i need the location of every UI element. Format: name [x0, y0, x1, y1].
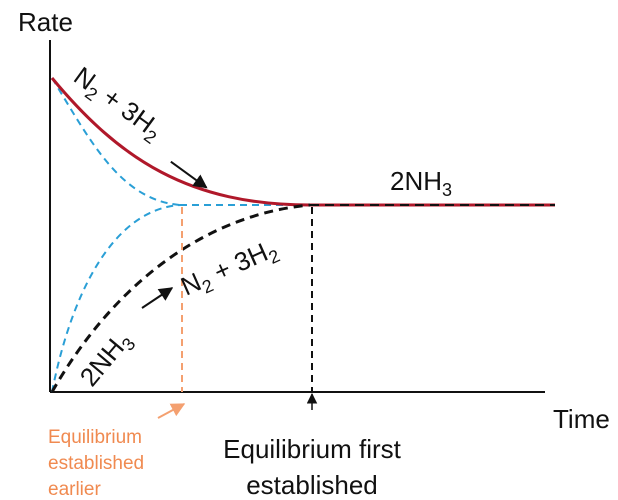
x-axis-label: Time: [553, 404, 610, 434]
catalyzed-forward-curve: [51, 77, 181, 206]
equilibrium-note: established: [246, 470, 378, 500]
reverse-reactant: 2NH3: [74, 325, 140, 394]
forward-rate-curve: [50, 77, 555, 207]
catalyzed-note: earlier: [48, 479, 101, 500]
reverse-reactant-label: 2NH3: [74, 325, 140, 394]
reverse-product: N2 + 3H2: [176, 233, 283, 305]
reverse-arrow: [141, 287, 174, 309]
forward-label: N2 + 3H2: [66, 61, 208, 189]
forward-arrow: [170, 160, 208, 189]
y-axis-label: Rate: [18, 7, 73, 37]
reverse-rate-curve: [50, 203, 311, 393]
catalyzed-reverse-curve: [51, 204, 181, 393]
catalyzed-note: Equilibrium: [48, 427, 142, 448]
forward-reaction: N2 + 3H2: [66, 61, 168, 148]
catalyzed-arrow: [157, 403, 186, 419]
equilibrium-note: Equilibrium first: [223, 434, 401, 464]
reverse-product-label: N2 + 3H2: [176, 233, 283, 305]
catalyzed-note: established: [48, 453, 144, 474]
equilibrium-product: 2NH3: [390, 166, 452, 200]
